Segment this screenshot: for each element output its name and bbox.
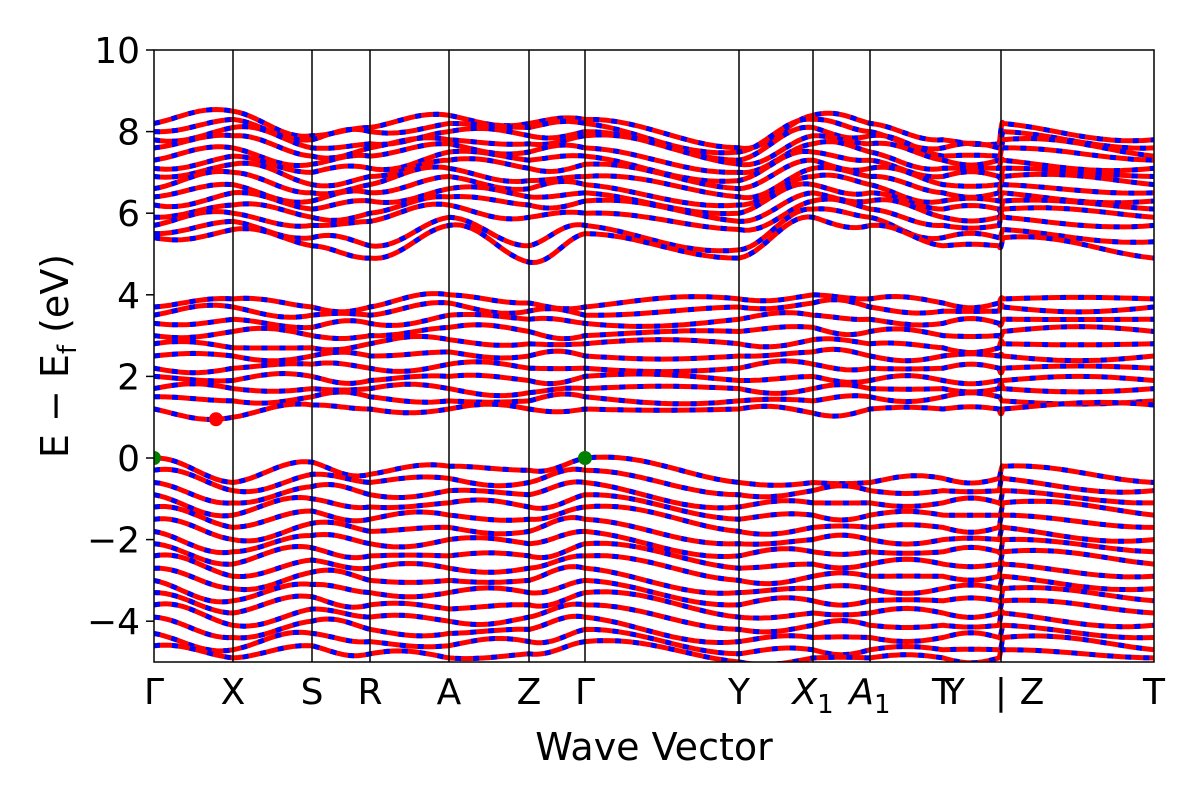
x-tick-label: Y: [942, 672, 966, 713]
band-line-blue: [154, 503, 1154, 537]
band-line-red: [154, 297, 1154, 320]
y-tick-label: 0: [117, 439, 140, 480]
band-lines: [154, 106, 1154, 662]
band-line-red: [154, 333, 1154, 355]
x-tick-label: T: [1142, 672, 1166, 713]
x-tick-label: Y: [727, 672, 751, 713]
y-axis-title: E − Ef (eV): [33, 254, 83, 458]
band-line-red: [154, 190, 1154, 224]
band-edge-markers: [154, 412, 592, 465]
x-tick-label-main: Γ: [575, 672, 595, 713]
band-line-blue: [154, 528, 1154, 560]
band-line-red: [154, 371, 1154, 387]
y-tick-label: 4: [117, 276, 140, 317]
x-tick-label-main: A: [437, 672, 462, 713]
x-tick-label: Z: [1020, 672, 1045, 713]
x-tick-label-sub: 1: [874, 690, 891, 720]
x-tick-label: Γ: [144, 672, 164, 713]
band-line-red: [154, 399, 1154, 422]
band-line-blue: [154, 601, 1154, 635]
vbm-marker: [578, 451, 592, 465]
y-axis-title-unit: (eV): [33, 254, 77, 345]
band-line-red: [154, 132, 1154, 168]
band-line-red: [154, 164, 1154, 201]
x-tick-label-main: A: [847, 672, 874, 713]
x-tick-label: A: [437, 672, 462, 713]
band-line-red: [154, 291, 1154, 315]
band-line-blue: [154, 638, 1154, 662]
band-line-blue: [154, 492, 1154, 523]
x-tick-label: A1: [847, 672, 890, 720]
x-tick-label: X1: [790, 672, 833, 720]
x-tick-label: Γ: [575, 672, 595, 713]
x-tick-label: Z: [517, 672, 542, 713]
band-line-blue: [154, 466, 1154, 500]
y-tick-label: 2: [117, 357, 140, 398]
band-line-blue: [154, 454, 1154, 488]
band-line-red: [154, 196, 1154, 233]
x-tick-label-main: R: [357, 672, 382, 713]
x-tick-label-main: X: [790, 672, 818, 713]
y-tick-label: 8: [117, 113, 140, 154]
band-line-red: [154, 389, 1154, 407]
band-line-red: [154, 358, 1154, 376]
svg-text:E − Ef (eV): E − Ef (eV): [33, 254, 83, 458]
x-tick-label-main: X: [221, 672, 246, 713]
x-axis-title: Wave Vector: [535, 725, 773, 769]
y-tick-label: 6: [117, 194, 140, 235]
x-axis-ticks: Γ X S R A Z Γ Y X1 A1 TY | Z T: [144, 672, 1166, 720]
band-line-blue: [154, 552, 1154, 587]
vbm-marker: [154, 451, 161, 465]
x-tick-label-main: Z: [517, 672, 542, 713]
band-line-red: [154, 381, 1154, 399]
band-line-blue: [154, 613, 1154, 646]
band-line-red: [154, 139, 1154, 176]
x-tick-label-main: Y: [727, 672, 751, 713]
band-line-blue: [154, 479, 1154, 511]
x-tick-label-main: T: [1142, 672, 1166, 713]
band-line-blue: [154, 626, 1154, 658]
plot-frame: [153, 49, 1155, 663]
x-tick-label: R: [357, 672, 382, 713]
band-line-red: [154, 346, 1154, 364]
band-line-red: [154, 310, 1154, 331]
band-line-blue: [154, 589, 1154, 621]
x-tick-label-main: S: [301, 672, 324, 713]
band-line-blue: [154, 577, 1154, 608]
band-line-blue: [154, 214, 1154, 266]
band-line-blue: [154, 514, 1154, 547]
band-line-red: [154, 206, 1154, 254]
y-axis-title-main: E − E: [33, 354, 77, 458]
y-tick-label: −4: [87, 602, 140, 643]
y-axis-ticks: −4 −2 0 2 4 6 8 10: [87, 31, 154, 643]
y-tick-label: −2: [87, 521, 140, 562]
x-tick-label-sub: 1: [817, 690, 834, 720]
x-tick-label: |: [995, 672, 1007, 713]
band-line-blue: [154, 540, 1154, 571]
band-line-red: [154, 172, 1154, 209]
x-tick-label-main: T: [931, 672, 955, 713]
band-line-blue: [154, 564, 1154, 596]
x-tick-label: S: [301, 672, 324, 713]
y-axis-title-sub: f: [53, 344, 83, 354]
band-line-red: [154, 156, 1154, 192]
cbm-marker: [209, 412, 223, 427]
x-tick-label-main: |: [995, 672, 1007, 713]
x-tick-label: T: [931, 672, 955, 713]
x-tick-label: X: [221, 672, 246, 713]
kpath-separators: [232, 50, 1002, 662]
y-tick-label: 10: [94, 31, 140, 72]
x-tick-label-main: Γ: [144, 672, 164, 713]
x-tick-label-main: Y: [942, 672, 966, 713]
x-tick-label-main: Z: [1020, 672, 1045, 713]
band-line-red: [154, 322, 1154, 342]
